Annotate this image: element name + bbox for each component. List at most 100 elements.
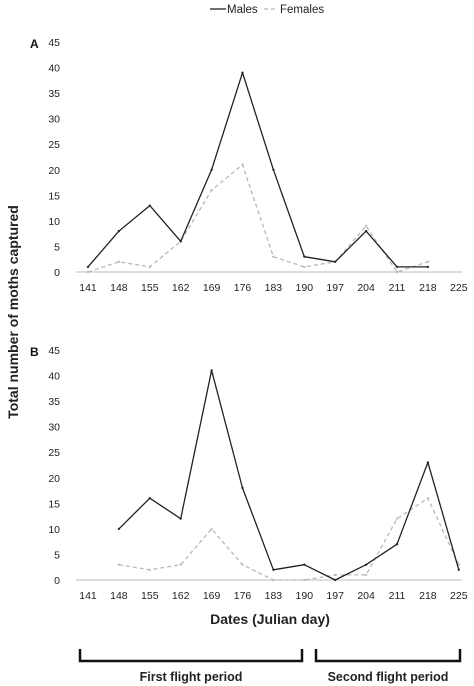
panel-a-males-point-211 (395, 265, 399, 269)
panel-b-y-tick-35: 35 (48, 396, 60, 408)
panel-b-males-point-155 (148, 497, 151, 500)
panel-b-x-tick-155: 155 (141, 590, 159, 602)
panel-b-females-point-169 (210, 527, 213, 531)
panel-a-males-point-204 (364, 229, 368, 233)
panel-b-females-point-148 (117, 563, 121, 566)
panel-b-x-ticks: 141 148 155 162 169 176 183 190 197 204 211 218 225 (79, 590, 467, 602)
panel-a-males-point-176 (241, 71, 244, 74)
panel-b-females-point-211 (395, 517, 399, 520)
panel-a-x-ticks: 141 148 155 162 169 176 183 190 197 204 211 218 225 (79, 282, 467, 294)
panel-a-x-tick-225: 225 (450, 282, 468, 294)
panel-a-males-point-190 (303, 255, 306, 258)
panel-a-males-point-197 (334, 260, 337, 263)
panel-a-y-tick-40: 40 (48, 63, 60, 75)
panel-b-x-tick-169: 169 (203, 590, 221, 602)
x-axis-title: Dates (Julian day) (210, 611, 330, 627)
panel-a-x-tick-169: 169 (203, 282, 221, 294)
panel-a-y-tick-45: 45 (48, 37, 60, 49)
panel-a-x-tick-183: 183 (265, 282, 283, 294)
panel-a-females-line (87, 164, 429, 273)
panel-a-females-point-176 (241, 163, 244, 166)
panel-b-males-point-204 (364, 563, 368, 566)
panel-b-label: B (30, 345, 39, 359)
panel-a-x-tick-162: 162 (172, 282, 190, 294)
legend-males-label: Males (227, 4, 258, 16)
panel-a-females-point-218 (426, 260, 430, 263)
panel-b-x-tick-225: 225 (450, 590, 468, 602)
panel-a-y-tick-35: 35 (48, 88, 60, 100)
panel-b-males-point-211 (395, 543, 399, 546)
panel-a-males-point-162 (179, 240, 182, 243)
panel-a-y-tick-15: 15 (48, 190, 60, 202)
panel-b-x-tick-183: 183 (265, 590, 283, 602)
panel-a-males-point-148 (117, 229, 121, 233)
panel-a-y-tick-20: 20 (48, 165, 60, 177)
panel-a-y-tick-0: 0 (54, 267, 60, 279)
panel-a-females-point-169 (210, 189, 213, 192)
panel-b-females-point-190 (303, 578, 306, 582)
panel-b-y-tick-10: 10 (48, 524, 60, 536)
panel-b-x-tick-197: 197 (326, 590, 344, 602)
panel-a-males-point-218 (426, 265, 430, 269)
panel-b-females-point-176 (241, 563, 244, 566)
panel-a-y-ticks: 0 5 10 15 20 25 30 35 40 45 (48, 37, 60, 279)
first-flight-period-bracket: First flight period (78, 649, 304, 684)
panel-a-x-tick-141: 141 (79, 282, 97, 294)
panel-b-x-tick-141: 141 (79, 590, 97, 602)
panel-a-females-point-183 (272, 255, 275, 258)
panel-b-males-point-225 (457, 568, 460, 571)
second-flight-period-bracket: Second flight period (314, 649, 462, 684)
panel-a-males-line (87, 72, 428, 268)
panel-b-females-point-183 (272, 578, 275, 582)
panel-b-females-point-225 (457, 563, 460, 566)
panel-a-x-tick-155: 155 (141, 282, 159, 294)
panel-a-y-tick-10: 10 (48, 216, 60, 228)
panel-b-y-tick-45: 45 (48, 345, 60, 357)
panel-a-males-point-169 (210, 168, 213, 171)
first-flight-period-label: First flight period (140, 670, 243, 684)
y-axis-title: Total number of moths captured (5, 205, 21, 419)
panel-b-x-tick-204: 204 (357, 590, 375, 602)
panel-a-x-tick-211: 211 (389, 282, 406, 294)
panel-a-x-tick-176: 176 (234, 282, 252, 294)
panel-a-males-point-141 (86, 265, 90, 269)
panel-b-males-line (118, 369, 460, 581)
panel-b-males-point-190 (303, 563, 306, 566)
panel-a-males-point-183 (272, 168, 275, 171)
panel-a-y-tick-5: 5 (54, 241, 60, 253)
panel-b-x-tick-176: 176 (234, 590, 252, 602)
legend-females-label: Females (280, 4, 324, 16)
panel-b-y-tick-25: 25 (48, 447, 60, 459)
panel-b-females-point-155 (148, 568, 151, 571)
panel-b-y-ticks: 0 5 10 15 20 25 30 35 40 45 (48, 345, 60, 587)
panel-b-y-tick-30: 30 (48, 422, 60, 434)
panel-a-series (86, 71, 430, 274)
panel-a-females-point-204 (364, 224, 368, 228)
panel-b-males-point-176 (241, 486, 244, 490)
panel-a-x-tick-197: 197 (326, 282, 344, 294)
panel-b-series (117, 369, 460, 582)
panel-b-females-point-218 (426, 497, 430, 500)
panel-b-y-tick-5: 5 (54, 549, 60, 561)
panel-b-males-point-197 (334, 578, 337, 582)
panel-b-x-tick-190: 190 (296, 590, 314, 602)
panel-a-x-tick-148: 148 (110, 282, 128, 294)
panel-a-x-tick-218: 218 (419, 282, 437, 294)
panel-a-females-point-141 (86, 270, 90, 274)
panel-a-females-point-148 (117, 260, 121, 263)
panel-a-females-point-155 (148, 265, 151, 269)
panel-a-label: A (30, 37, 39, 51)
panel-b-males-point-183 (272, 568, 275, 571)
panel-b-y-tick-20: 20 (48, 473, 60, 485)
panel-b-females-point-162 (179, 563, 182, 566)
panel-b-females-point-204 (364, 573, 368, 577)
panel-b-x-tick-218: 218 (419, 590, 437, 602)
panel-b-females-line (118, 497, 460, 581)
panel-b-males-point-148 (117, 527, 121, 531)
panel-b-x-tick-148: 148 (110, 590, 128, 602)
first-flight-period-line (78, 649, 304, 663)
panel-b-males-point-162 (179, 517, 182, 520)
panel-a-females-point-190 (303, 265, 306, 269)
